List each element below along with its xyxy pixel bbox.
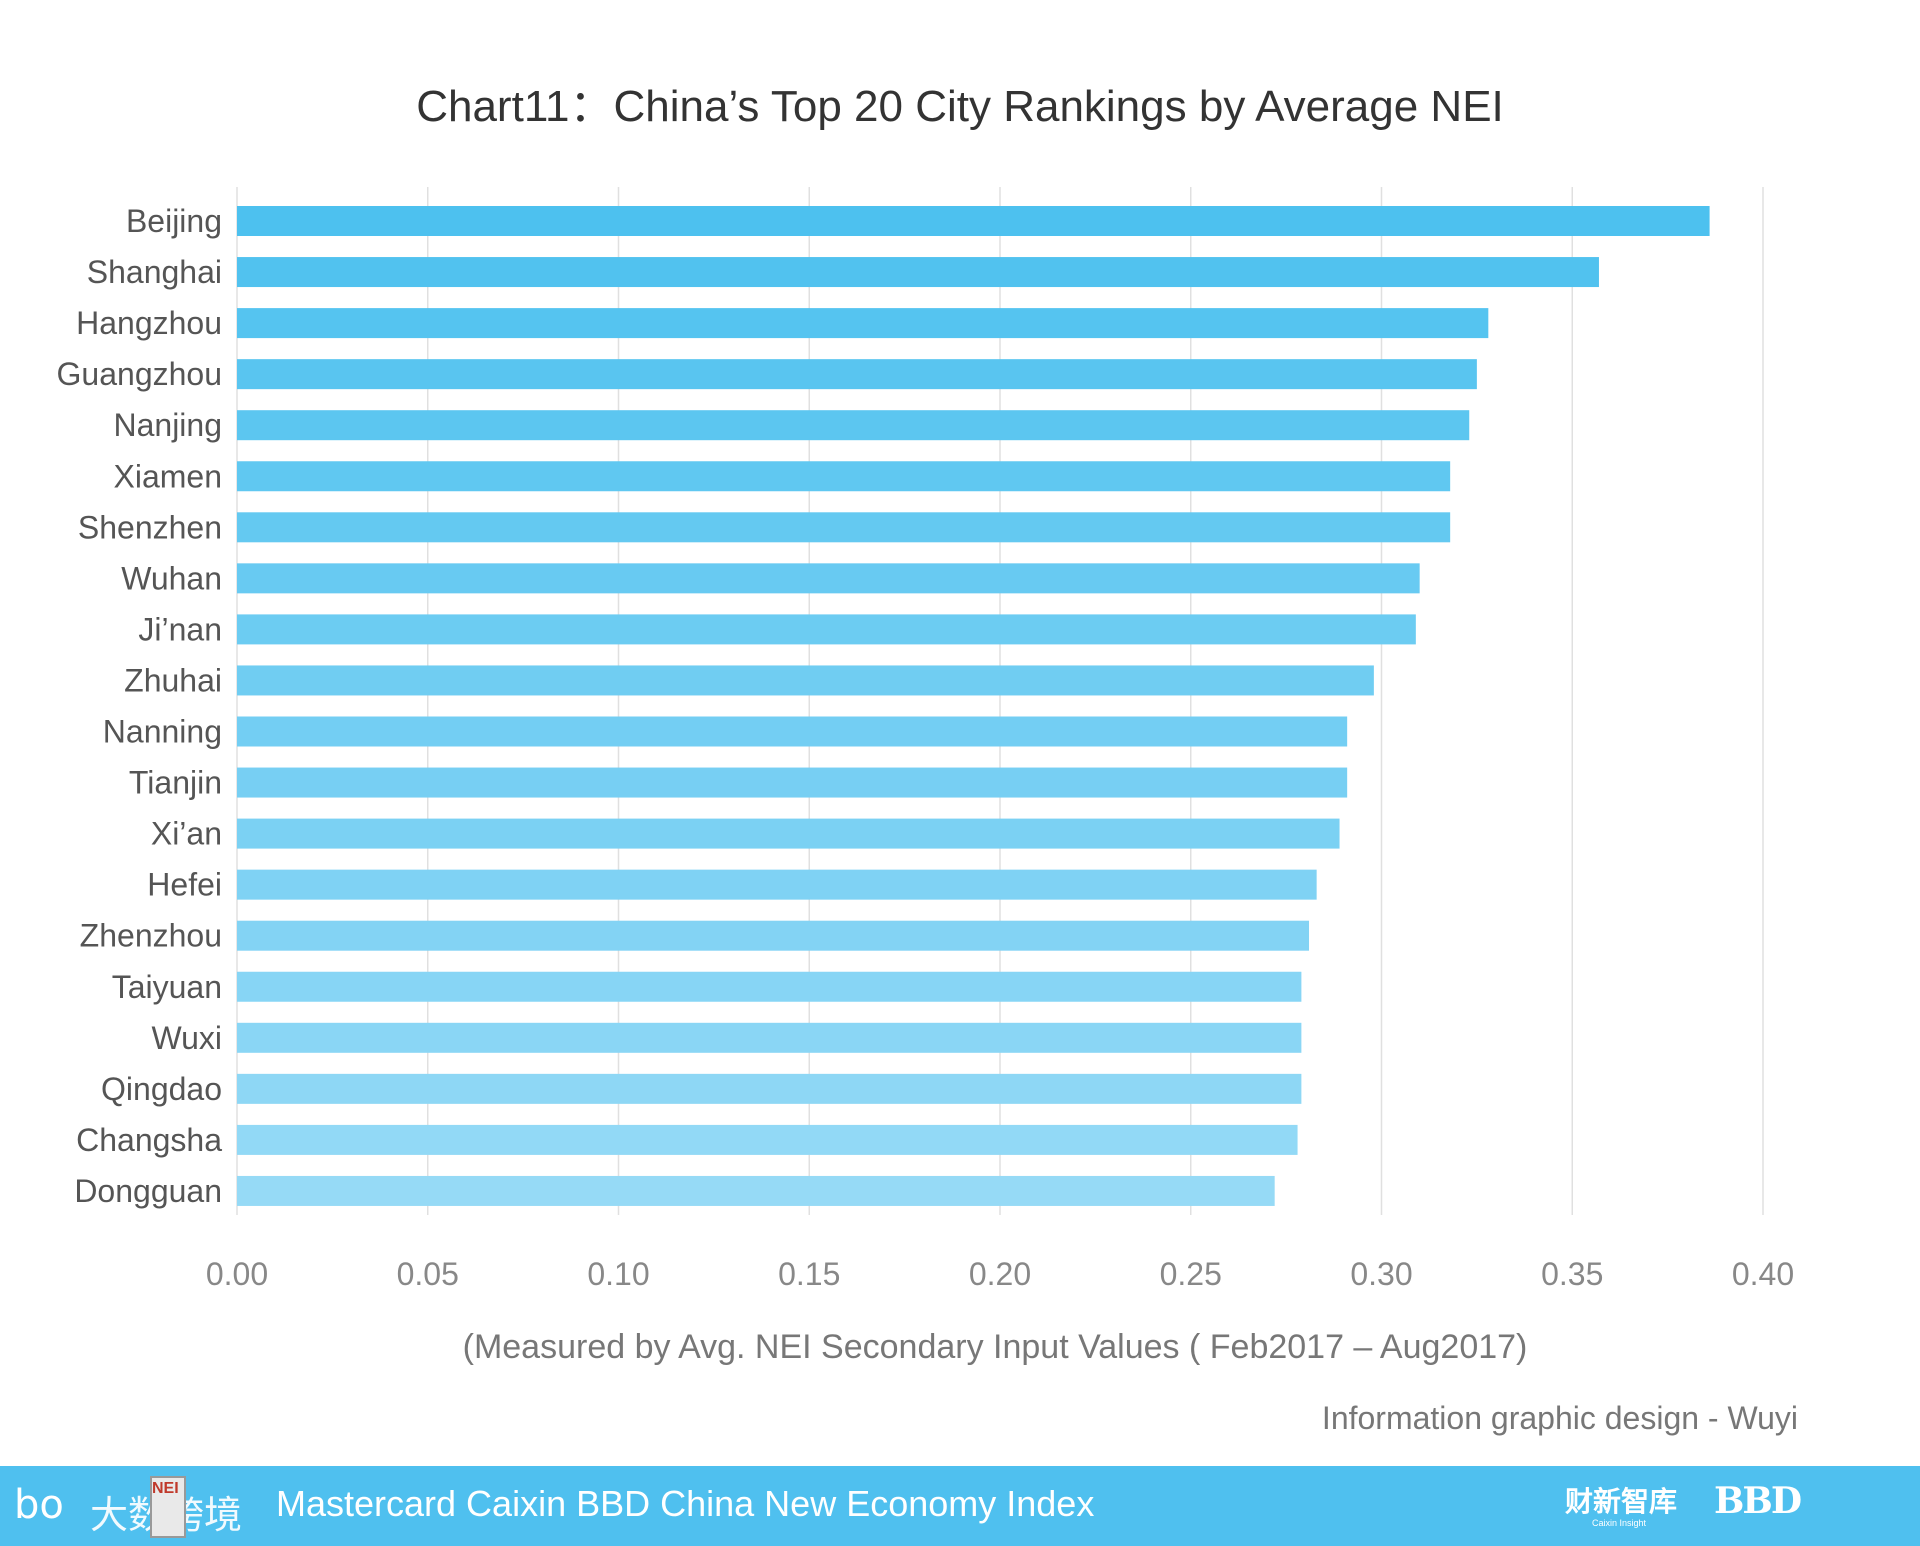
chart-title: Chart11：China’s Top 20 City Rankings by … xyxy=(416,82,1504,131)
gridlines xyxy=(236,187,1764,1215)
category-label: Guangzhou xyxy=(57,356,222,392)
bbd-brand-logo: BBD xyxy=(1714,1480,1802,1522)
bar xyxy=(237,767,1348,798)
category-label: Shanghai xyxy=(87,254,222,290)
bar xyxy=(237,359,1477,390)
category-label: Beijing xyxy=(126,203,222,239)
bar xyxy=(237,410,1470,441)
category-label: Nanjing xyxy=(113,407,222,443)
bar xyxy=(237,665,1374,696)
bar-chart: Beijing Shanghai Hangzhou Guangzhou Nanjing X… xyxy=(57,187,1794,1292)
category-label: Hangzhou xyxy=(76,305,222,341)
category-label: Wuxi xyxy=(151,1020,222,1056)
x-tick-label: 0.05 xyxy=(397,1256,459,1292)
category-label: Hefei xyxy=(147,867,222,903)
design-credit: Information graphic design - Wuyi xyxy=(1321,1400,1798,1436)
category-label: Zhenzhou xyxy=(80,918,222,954)
x-axis-label: (Measured by Avg. NEI Secondary Input Va… xyxy=(462,1328,1528,1366)
x-tick-label: 0.35 xyxy=(1541,1256,1603,1292)
category-label: Wuhan xyxy=(121,560,222,596)
category-label: Taiyuan xyxy=(112,969,222,1005)
footer-banner: bo 大数跨境 NEI Mastercard Caixin BBD China … xyxy=(0,1466,1920,1546)
x-tick-label: 0.20 xyxy=(969,1256,1031,1292)
category-label: Tianjin xyxy=(129,765,222,801)
bar xyxy=(237,257,1599,288)
logo-mark: bo xyxy=(14,1482,64,1528)
category-label: Dongguan xyxy=(74,1173,222,1209)
footer-title: Mastercard Caixin BBD China New Economy … xyxy=(276,1483,1095,1524)
category-label: Nanning xyxy=(103,714,222,750)
bar xyxy=(237,920,1310,951)
bar xyxy=(237,563,1420,594)
caixin-brand-sub: Caixin Insight xyxy=(1592,1518,1647,1528)
x-tick-labels: 0.00 0.05 0.10 0.15 0.20 0.25 0.30 0.35 0.40 xyxy=(206,1256,1794,1292)
caixin-brand-logo: 财新智库 xyxy=(1565,1485,1678,1518)
bar xyxy=(237,818,1340,849)
category-label: Changsha xyxy=(76,1122,222,1158)
category-label: Qingdao xyxy=(101,1071,222,1107)
category-label: Xiamen xyxy=(114,458,223,494)
x-tick-label: 0.25 xyxy=(1160,1256,1222,1292)
x-tick-label: 0.15 xyxy=(778,1256,840,1292)
logo-box-text: NEI xyxy=(152,1480,179,1497)
x-tick-label: 0.10 xyxy=(587,1256,649,1292)
bars xyxy=(237,206,1710,1206)
x-tick-label: 0.30 xyxy=(1350,1256,1412,1292)
bar xyxy=(237,461,1451,492)
logo-box xyxy=(150,1476,186,1538)
category-label: Xi’an xyxy=(151,816,222,852)
x-tick-label: 0.00 xyxy=(206,1256,268,1292)
bar xyxy=(237,716,1348,747)
x-tick-label: 0.40 xyxy=(1732,1256,1794,1292)
bar xyxy=(237,308,1489,339)
category-label: Shenzhen xyxy=(78,509,222,545)
bar xyxy=(237,206,1710,236)
bar xyxy=(237,1175,1275,1206)
bar xyxy=(237,1124,1298,1155)
bar xyxy=(237,614,1416,645)
bar xyxy=(237,512,1451,543)
category-labels: Beijing Shanghai Hangzhou Guangzhou Nanjing X… xyxy=(57,203,223,1209)
category-label: Ji’nan xyxy=(138,611,222,647)
bar xyxy=(237,1022,1302,1053)
bar xyxy=(237,971,1302,1002)
bar xyxy=(237,1073,1302,1104)
bar xyxy=(237,869,1317,900)
category-label: Zhuhai xyxy=(124,662,222,698)
